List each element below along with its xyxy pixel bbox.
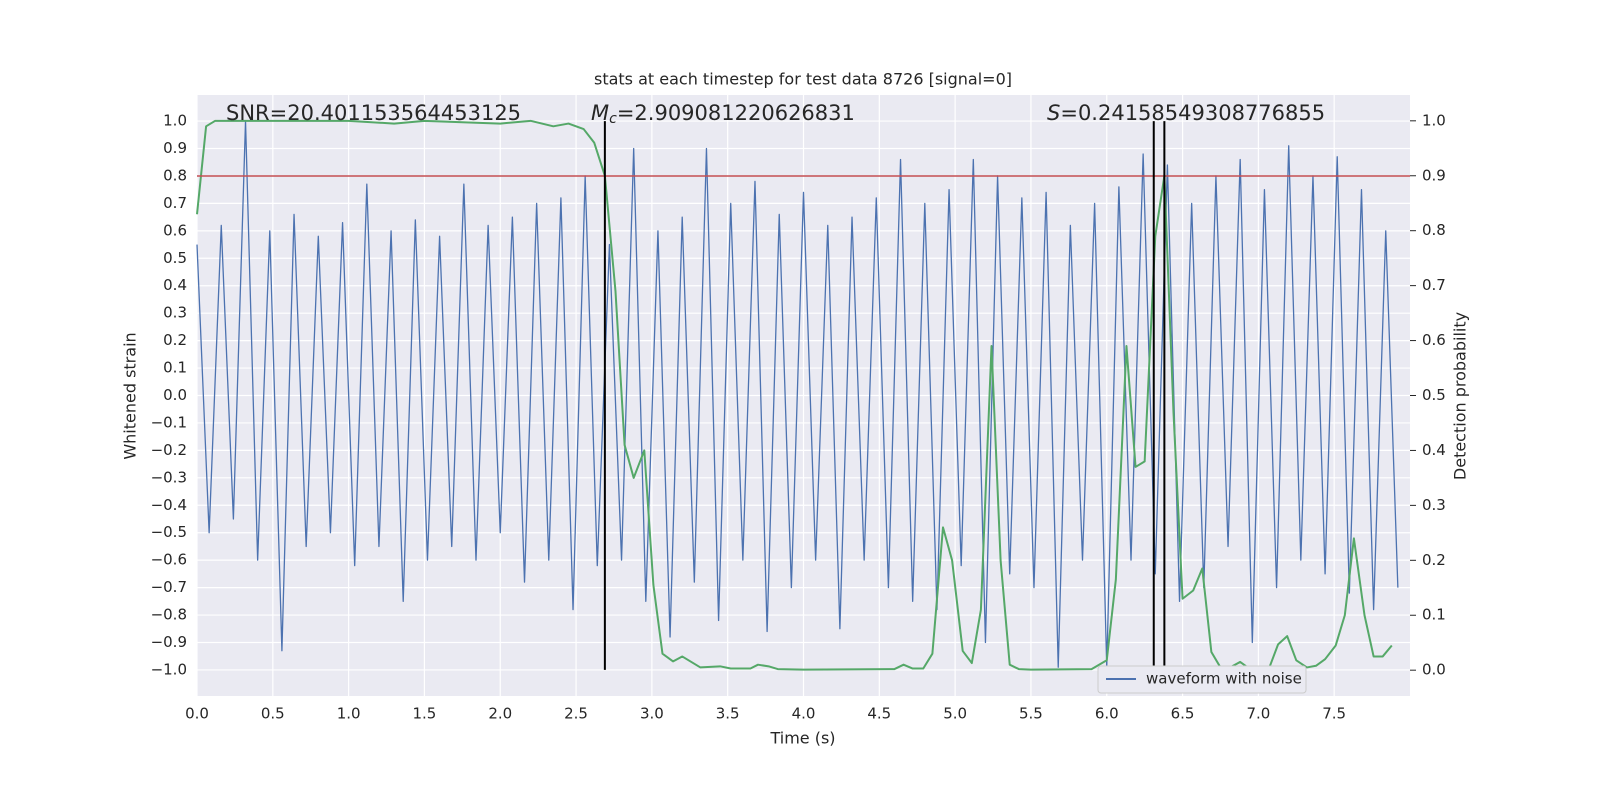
x-axis-label: Time (s) [769,729,835,748]
annotation: Mc=2.909081220626831 [591,101,855,127]
y-tick-label: 0.5 [163,249,187,267]
annotation-symbol: S [1047,101,1060,125]
y2-tick-label: 0.6 [1422,331,1446,349]
y2-tick-label: 0.5 [1422,386,1446,404]
marks [196,119,1410,671]
y-axis-label: Whitened strain [121,332,140,459]
y-tick-label: −0.7 [151,578,187,596]
x-tick-label: 6.0 [1095,705,1119,723]
y2-tick-label: 0.8 [1422,221,1446,239]
y-tick-label: −0.9 [151,633,187,651]
x-tick-label: 7.0 [1246,705,1270,723]
annotation: SNR=20.401153564453125 [226,101,521,125]
y2-tick-label: 0.1 [1422,606,1446,624]
y-tick-label: 0.3 [163,304,187,322]
y-tick-label: −1.0 [151,660,187,678]
y-tick-label: −0.8 [151,606,187,624]
y2-axis-label: Detection probability [1451,312,1470,480]
y-tick-label: −0.5 [151,523,187,541]
legend-label: waveform with noise [1146,670,1302,688]
annotation-subscript: c [609,111,617,127]
legend: waveform with noise [1097,665,1307,694]
y-tick-label: 0.9 [163,139,187,157]
y-tick-label: 0.7 [163,194,187,212]
annotation-text: =2.909081220626831 [617,101,855,125]
y-tick-label: −0.6 [151,551,187,569]
y-tick-label: 1.0 [163,112,187,130]
labels: −1.0 −0.9 −0.8 −0.7 −0.6 −0.5 −0.4 −0.3 −0.2 −0.1… [151,111,1446,722]
y-tick-label: 0.4 [163,276,187,294]
y2-tick-label: 0.3 [1422,496,1446,514]
x-tick-label: 3.5 [716,705,740,723]
x-tick-label: 1.5 [413,705,437,723]
y2-tick-label: 1.0 [1422,111,1446,129]
chart-title: stats at each timestep for test data 872… [594,70,1012,89]
annotation-symbol: M [591,101,609,125]
y-tick-label: 0.8 [163,166,187,184]
y2-tick-label: 0.7 [1422,276,1446,294]
y2-tick-label: 0.9 [1422,166,1446,184]
x-tick-label: 2.0 [488,705,512,723]
y-tick-label: −0.4 [151,496,187,514]
series-line [196,120,1399,668]
annotation: S=0.24158549308776855 [1047,101,1325,125]
x-tick-label: 5.0 [943,705,967,723]
x-tick-label: 4.0 [792,705,816,723]
annotation-text: SNR=20.401153564453125 [226,101,521,125]
y-tick-label: 0.6 [163,221,187,239]
annotation-text: =0.24158549308776855 [1060,101,1325,125]
y2-tick-label: 0.2 [1422,551,1446,569]
y-tick-label: −0.2 [151,441,187,459]
y2-tick-label: 0.0 [1422,661,1446,679]
x-tick-label: 2.5 [564,705,588,723]
x-tick-label: 1.0 [337,705,361,723]
legend-box [1097,665,1307,694]
y2-tick-label: 0.4 [1422,441,1446,459]
x-tick-label: 6.5 [1171,705,1195,723]
y-tick-label: 0.0 [163,386,187,404]
x-tick-label: 0.5 [261,705,285,723]
x-tick-label: 3.0 [640,705,664,723]
y-tick-label: 0.1 [163,359,187,377]
y-tick-label: 0.2 [163,331,187,349]
x-tick-label: 0.0 [185,705,209,723]
y-tick-label: −0.3 [151,468,187,486]
x-tick-label: 4.5 [867,705,891,723]
x-tick-label: 7.5 [1322,705,1346,723]
y-tick-label: −0.1 [151,413,187,431]
x-tick-label: 5.5 [1019,705,1043,723]
